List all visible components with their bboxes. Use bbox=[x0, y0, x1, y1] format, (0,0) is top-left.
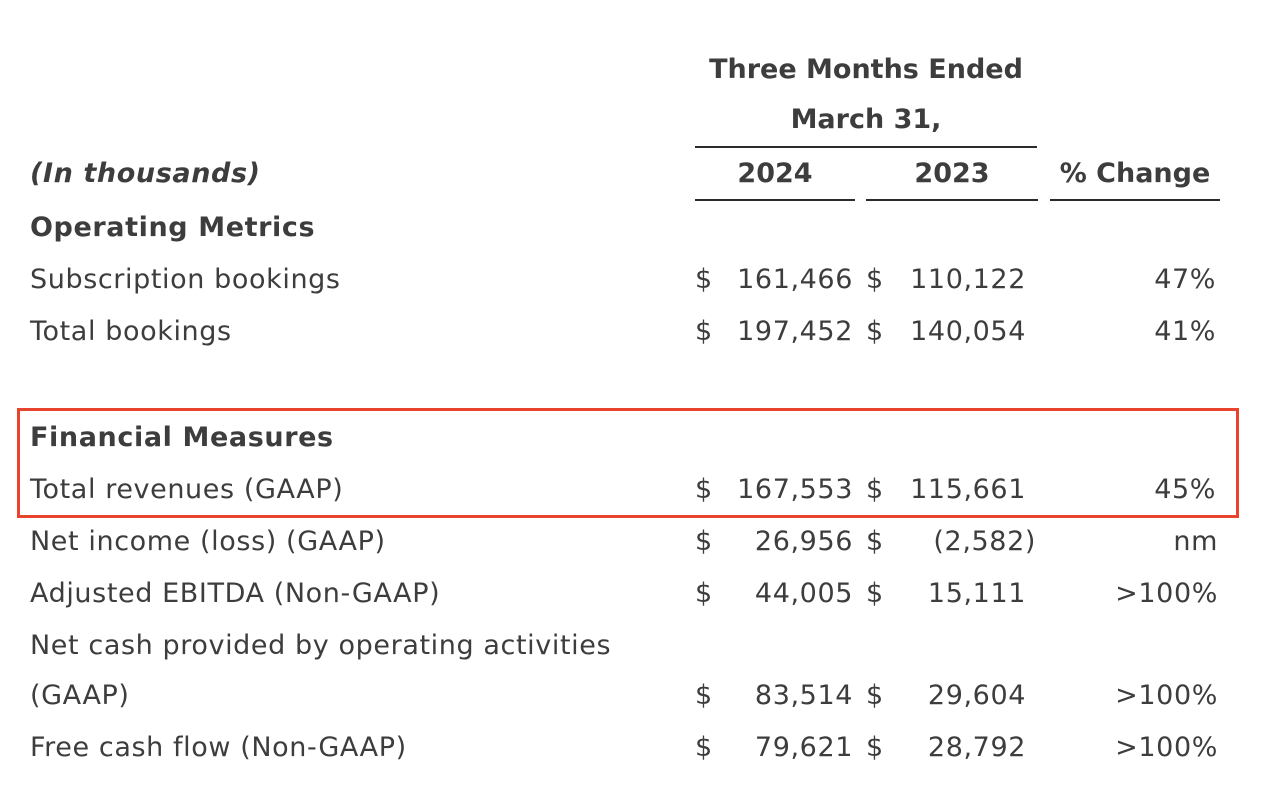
value-change: nm bbox=[1173, 526, 1218, 557]
row-label-total-bookings: Total bookings bbox=[30, 316, 232, 347]
value-2023: 15,111 bbox=[927, 578, 1026, 609]
column-rule-2023 bbox=[866, 199, 1038, 201]
value-change: >100% bbox=[1115, 732, 1218, 763]
row-label-adjusted-ebitda: Adjusted EBITDA (Non-GAAP) bbox=[30, 578, 441, 609]
currency-symbol: $ bbox=[866, 264, 884, 295]
currency-symbol: $ bbox=[695, 526, 713, 557]
column-header-2023: 2023 bbox=[914, 158, 990, 189]
value-2023: 110,122 bbox=[910, 264, 1026, 295]
currency-symbol: $ bbox=[866, 680, 884, 711]
value-2024: 26,956 bbox=[754, 526, 853, 557]
currency-symbol: $ bbox=[695, 732, 713, 763]
value-2023: 29,604 bbox=[927, 680, 1026, 711]
currency-symbol: $ bbox=[695, 474, 713, 505]
value-2024: 197,452 bbox=[737, 316, 853, 347]
period-header-line2: March 31, bbox=[790, 104, 942, 135]
currency-symbol: $ bbox=[866, 526, 884, 557]
value-2024: 44,005 bbox=[754, 578, 853, 609]
currency-symbol: $ bbox=[695, 578, 713, 609]
currency-symbol: $ bbox=[866, 316, 884, 347]
value-2023: (2,582) bbox=[933, 526, 1036, 557]
value-change: 41% bbox=[1154, 316, 1216, 347]
currency-symbol: $ bbox=[695, 316, 713, 347]
section-heading-financial: Financial Measures bbox=[30, 422, 334, 453]
column-rule-2024 bbox=[695, 199, 855, 201]
value-2024: 167,553 bbox=[737, 474, 853, 505]
unit-note: (In thousands) bbox=[30, 158, 261, 189]
currency-symbol: $ bbox=[695, 680, 713, 711]
period-header-line1: Three Months Ended bbox=[709, 54, 1023, 85]
column-header-2024: 2024 bbox=[737, 158, 813, 189]
value-change: 47% bbox=[1154, 264, 1216, 295]
value-change: 45% bbox=[1154, 474, 1216, 505]
value-change: >100% bbox=[1115, 578, 1218, 609]
row-label-free-cash-flow: Free cash flow (Non-GAAP) bbox=[30, 732, 407, 763]
value-2024: 83,514 bbox=[754, 680, 853, 711]
section-heading-operating: Operating Metrics bbox=[30, 212, 316, 243]
value-2023: 28,792 bbox=[927, 732, 1026, 763]
currency-symbol: $ bbox=[695, 264, 713, 295]
value-2023: 140,054 bbox=[910, 316, 1026, 347]
row-label-net-income: Net income (loss) (GAAP) bbox=[30, 526, 386, 557]
value-2024: 161,466 bbox=[737, 264, 853, 295]
period-header-rule bbox=[695, 146, 1037, 148]
row-label-net-cash-operating-line2: (GAAP) bbox=[30, 680, 130, 711]
column-header-change: % Change bbox=[1059, 158, 1211, 189]
row-label-subscription-bookings: Subscription bookings bbox=[30, 264, 341, 295]
value-2024: 79,621 bbox=[754, 732, 853, 763]
value-2023: 115,661 bbox=[910, 474, 1026, 505]
currency-symbol: $ bbox=[866, 732, 884, 763]
currency-symbol: $ bbox=[866, 474, 884, 505]
row-label-total-revenues: Total revenues (GAAP) bbox=[30, 474, 344, 505]
highlight-box bbox=[17, 408, 1239, 518]
currency-symbol: $ bbox=[866, 578, 884, 609]
column-rule-change bbox=[1050, 199, 1220, 201]
value-change: >100% bbox=[1115, 680, 1218, 711]
row-label-net-cash-operating-line1: Net cash provided by operating activitie… bbox=[30, 630, 612, 661]
